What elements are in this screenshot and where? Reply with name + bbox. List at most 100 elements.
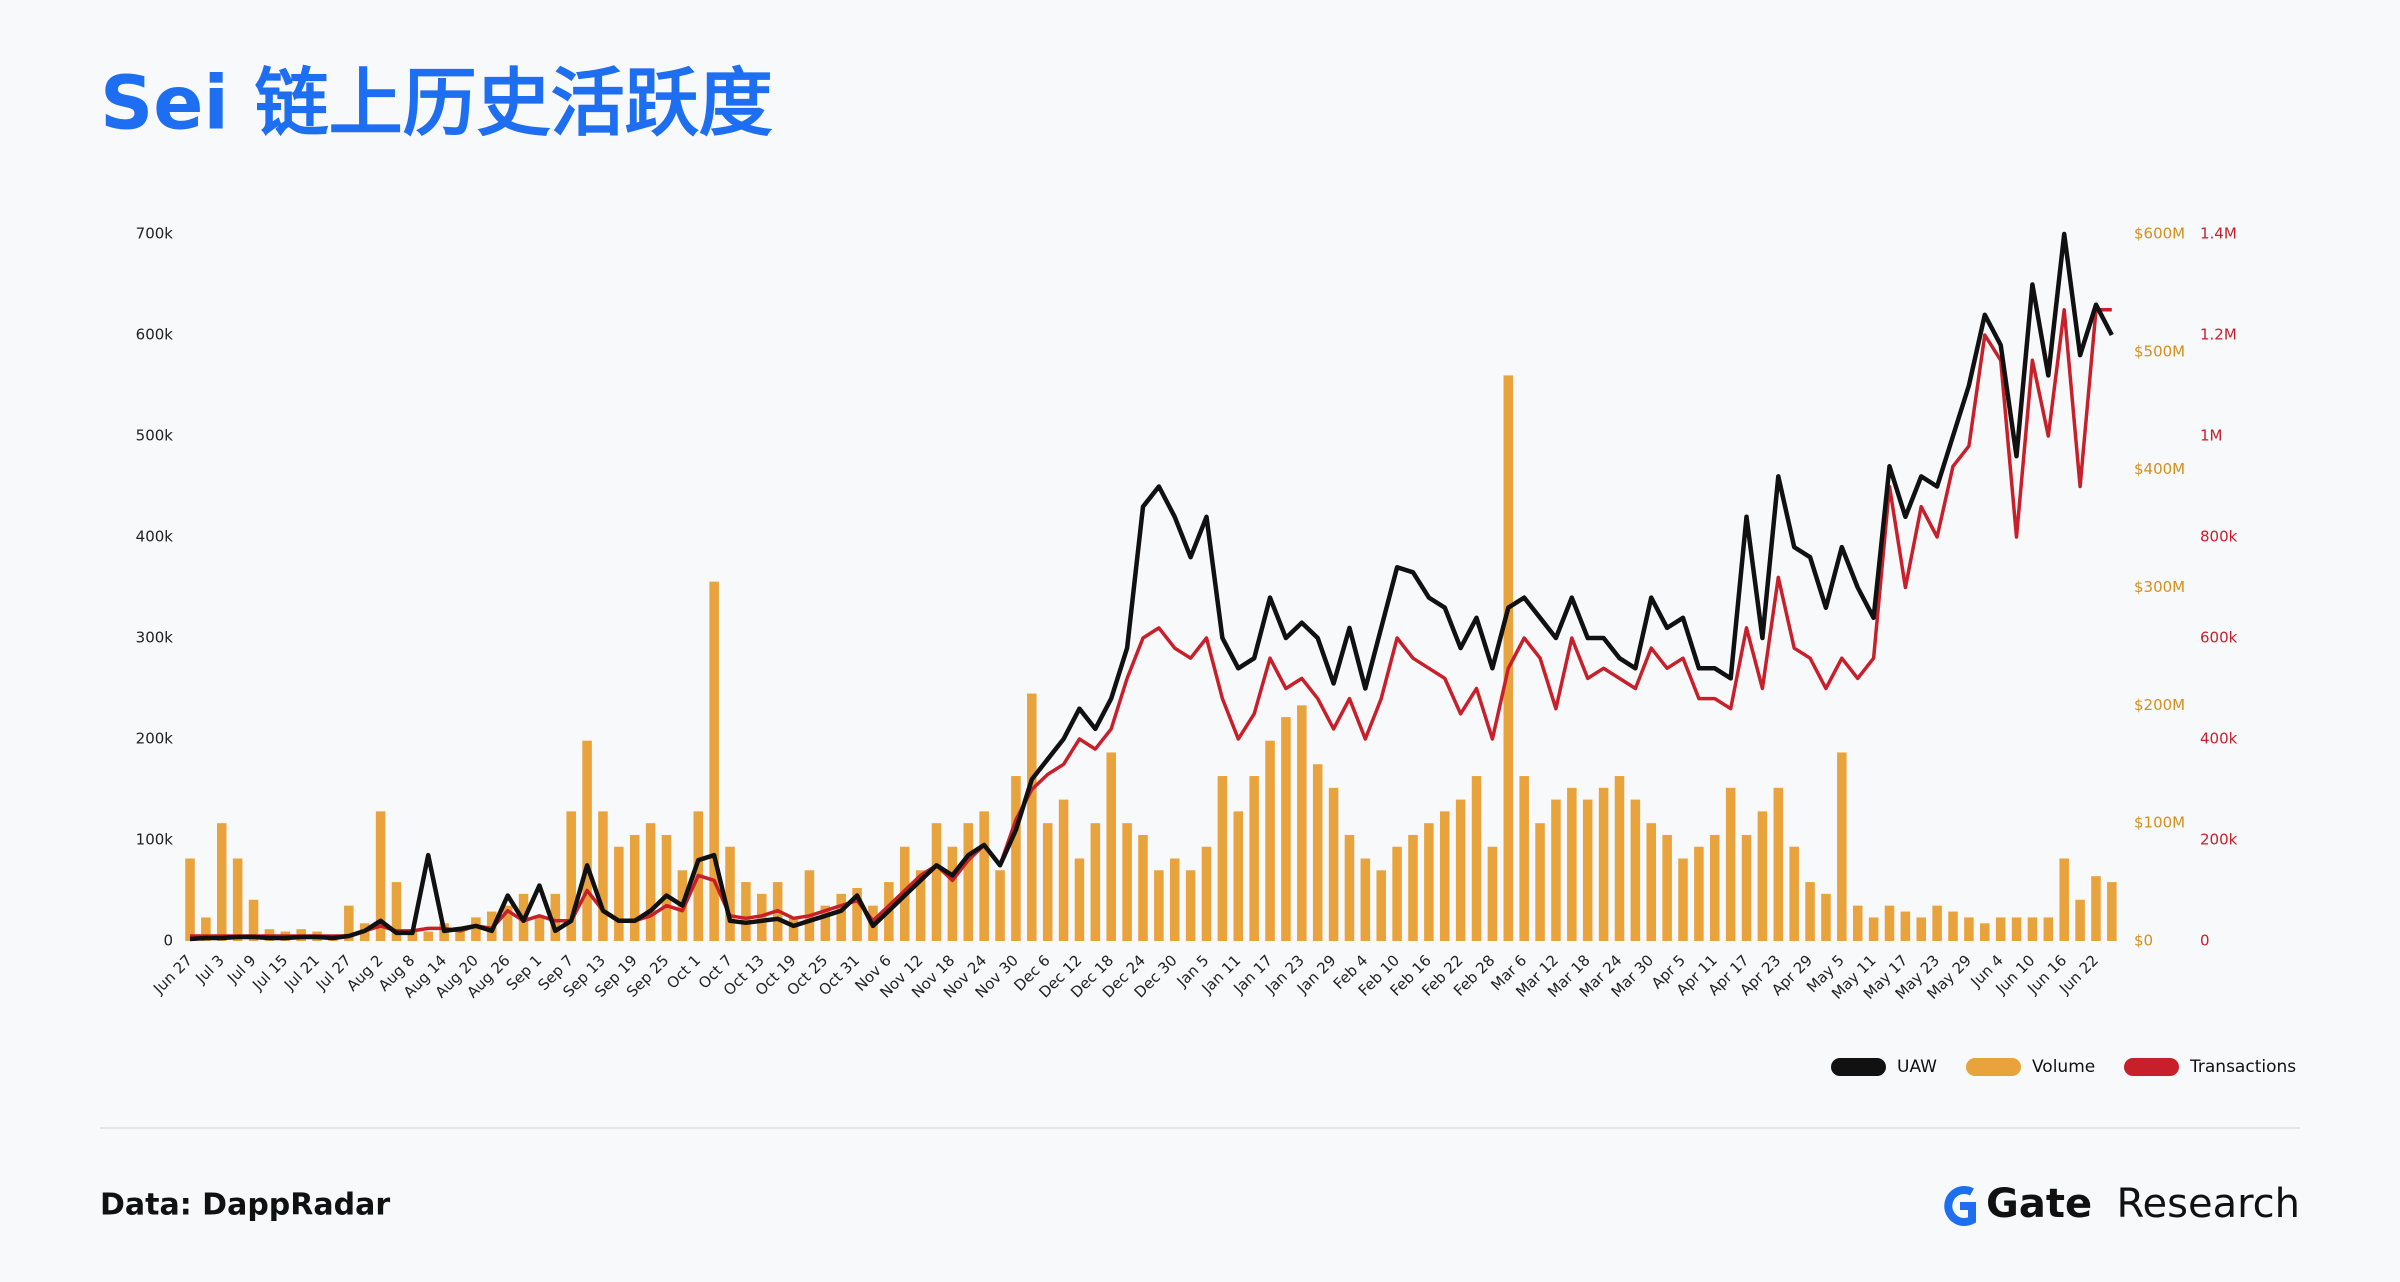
y3-tick-label: 1M	[2200, 427, 2223, 445]
volume-bar	[1360, 858, 1371, 941]
volume-bar	[2011, 917, 2022, 941]
y-tick-label: 100k	[136, 831, 174, 849]
volume-bar	[1805, 882, 1815, 941]
volume-bar	[1122, 823, 1132, 941]
y2-tick-label: $600M	[2134, 225, 2185, 243]
volume-bar	[852, 887, 862, 941]
volume-bar	[582, 740, 592, 941]
y3-tick-label: 800k	[2200, 528, 2238, 546]
brand-suffix: Research	[2117, 1181, 2300, 1227]
volume-bar	[709, 581, 719, 941]
volume-bar	[1741, 834, 1752, 941]
volume-bar	[1582, 799, 1593, 941]
volume-bar	[598, 811, 608, 941]
volume-bar	[1169, 858, 1180, 941]
y3-tick-label: 600k	[2200, 629, 2238, 647]
volume-bar	[1265, 740, 1275, 941]
volume-bar	[1821, 893, 1831, 941]
legend-label: Volume	[2032, 1057, 2095, 1077]
volume-bar	[741, 882, 751, 941]
volume-bar	[1312, 764, 1323, 941]
volume-bar	[248, 899, 259, 941]
volume-bar	[1773, 787, 1784, 941]
volume-bar	[645, 823, 656, 941]
volume-bar	[1011, 776, 1021, 941]
y2-tick-label: $200M	[2134, 696, 2185, 714]
volume-bar	[423, 931, 434, 941]
volume-bar	[1980, 923, 1990, 941]
volume-bar	[1567, 787, 1577, 941]
series-line	[189, 231, 2114, 942]
volume-bar	[1789, 846, 1799, 941]
brand-logo: Gate Research	[1944, 1181, 2300, 1227]
volume-bar	[820, 905, 831, 941]
brand-icon	[1944, 1186, 1976, 1226]
volume-bar	[1503, 375, 1514, 941]
volume-bar	[1884, 905, 1895, 941]
volume-bar	[1868, 917, 1879, 941]
volume-bar	[2075, 899, 2085, 941]
volume-bar	[1519, 776, 1529, 941]
volume-bar	[1424, 823, 1434, 941]
y-tick-label: 600k	[136, 326, 174, 344]
y2-tick-label: $400M	[2134, 460, 2185, 478]
volume-bar	[2107, 882, 2117, 941]
volume-bar	[1439, 811, 1450, 941]
volume-bar	[1185, 870, 1196, 941]
volume-bar	[534, 917, 545, 941]
y3-tick-label: 0	[2200, 932, 2210, 950]
volume-bar	[2059, 858, 2069, 941]
volume-bar	[1725, 787, 1736, 941]
volume-bar	[1630, 799, 1641, 941]
volume-bar	[1328, 787, 1339, 941]
volume-bar	[1535, 823, 1545, 941]
volume-bar	[1455, 799, 1466, 941]
x-tick-label: Sep 1	[503, 951, 546, 994]
volume-bar	[1201, 846, 1212, 941]
y-tick-label: 700k	[136, 225, 174, 243]
volume-bar	[1948, 911, 1958, 941]
y-tick-label: 200k	[136, 730, 174, 748]
volume-bar	[344, 905, 354, 941]
volume-bar	[788, 917, 799, 941]
volume-bar	[550, 893, 561, 941]
volume-bar	[391, 882, 402, 941]
volume-bar	[455, 929, 465, 941]
legend-swatch	[2124, 1058, 2179, 1076]
volume-bar	[502, 905, 513, 941]
legend-label: UAW	[1897, 1057, 1937, 1077]
y2-tick-label: $300M	[2134, 578, 2185, 596]
volume-bar	[1614, 776, 1625, 941]
volume-bar	[1837, 752, 1847, 941]
volume-bar	[217, 823, 227, 941]
volume-bar	[1042, 823, 1053, 941]
volume-bar	[1090, 823, 1101, 941]
volume-bar	[1662, 834, 1672, 941]
volume-bar	[836, 893, 846, 941]
legend-swatch	[1831, 1058, 1886, 1076]
volume-bar	[995, 870, 1005, 941]
volume-bar	[963, 823, 974, 941]
volume-bar	[1106, 752, 1116, 941]
volume-bar	[1217, 776, 1228, 941]
x-tick-label: Jul 15	[248, 951, 291, 994]
y3-tick-label: 1.4M	[2200, 225, 2237, 243]
brand-name: Gate	[1986, 1181, 2092, 1227]
volume-bar	[1852, 905, 1863, 941]
x-tick-label: Oct 1	[663, 951, 704, 992]
volume-bar	[1694, 846, 1704, 941]
volume-bar	[1233, 811, 1244, 941]
volume-bar	[232, 858, 243, 941]
volume-bar	[1916, 917, 1927, 941]
y3-tick-label: 400k	[2200, 730, 2238, 748]
volume-bar	[1995, 917, 2006, 941]
source-note: Data: DappRadar	[100, 1188, 390, 1223]
volume-bar	[1392, 846, 1402, 941]
volume-bar	[566, 811, 576, 941]
y-tick-label: 0	[163, 932, 173, 950]
volume-bar	[1058, 799, 1069, 941]
x-tick-label: Jul 21	[280, 951, 323, 994]
y-tick-label: 300k	[136, 629, 174, 647]
